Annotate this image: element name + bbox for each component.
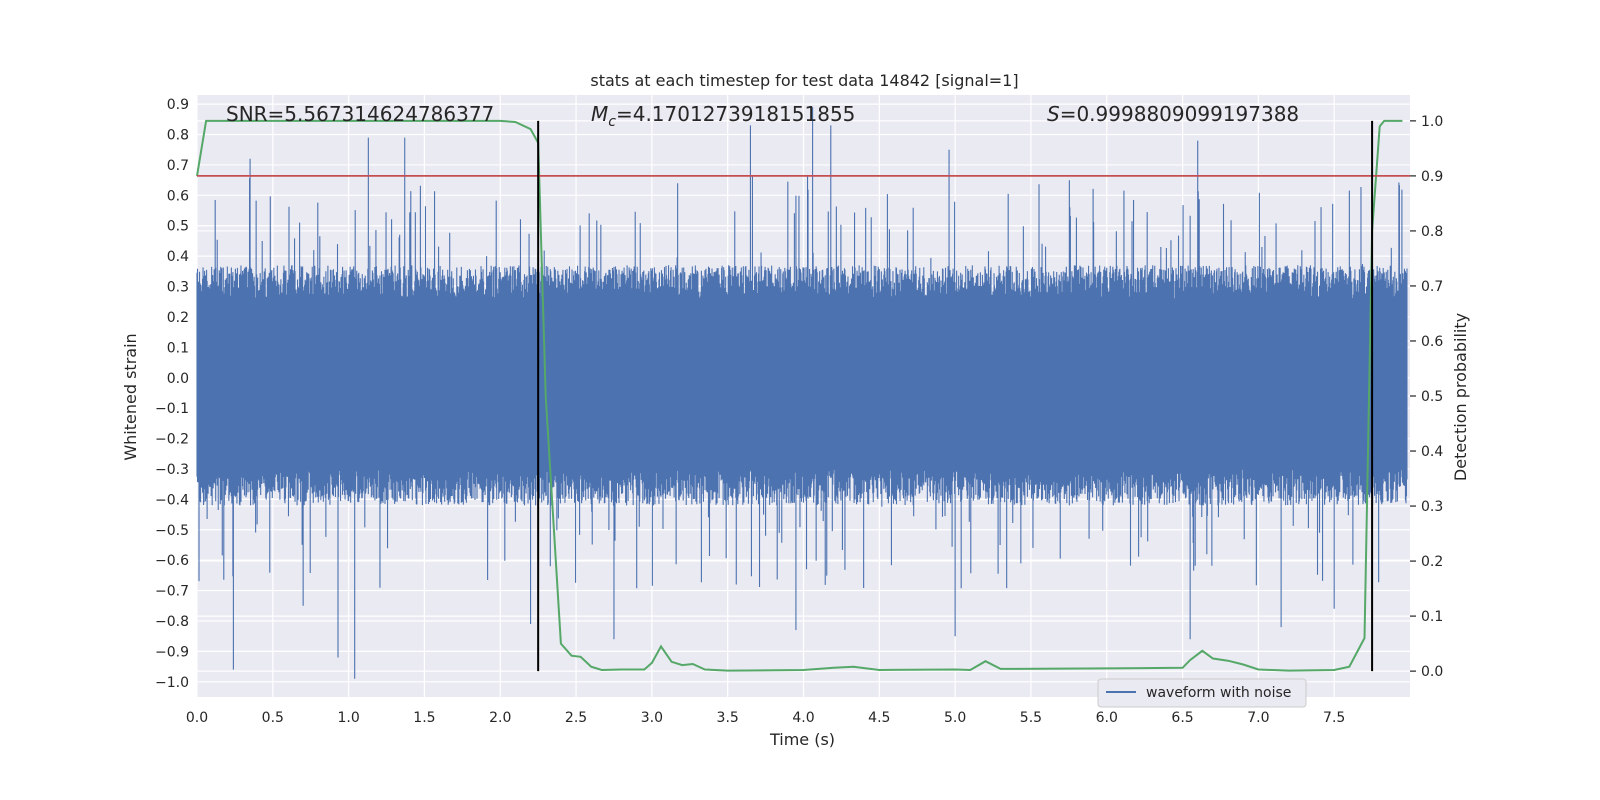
overlay-series [196,119,1410,672]
y-tick-label: 0.4 [167,249,189,265]
s-symbol: S [1047,102,1060,126]
x-tick-label: 6.0 [1096,710,1118,726]
y-tick-label: −0.2 [155,432,189,448]
y-tick-label: −0.3 [155,462,189,478]
mc-value: =4.1701273918151855 [616,102,855,126]
y-tick-label: 0.7 [167,158,189,174]
x-tick-label: 2.0 [489,710,511,726]
legend: waveform with noise [1097,678,1307,708]
chart-title: stats at each timestep for test data 148… [590,71,1018,90]
y-tick-label: 0.8 [167,128,189,144]
y2-tick-label: 0.8 [1421,224,1443,240]
y2-tick-label: 0.5 [1421,389,1443,405]
s-value: =0.9998809099197388 [1060,102,1299,126]
x-axis: 0.0 0.5 1.0 1.5 2.0 2.5 3.0 3.5 4.0 4.5 5.0 5.5 6.0 6… [186,710,1345,726]
x-tick-label: 5.0 [944,710,966,726]
mc-subscript: c [608,114,616,130]
x-tick-label: 3.0 [641,710,663,726]
y-tick-label: 0.0 [167,371,189,387]
s-annotation: S=0.9998809099197388 [1047,102,1299,126]
mc-annotation: Mc=4.1701273918151855 [591,102,855,130]
x-tick-label: 2.5 [565,710,587,726]
x-tick-label: 4.0 [792,710,814,726]
y-tick-label: −0.1 [155,401,189,417]
x-tick-label: 6.5 [1171,710,1193,726]
x-tick-label: 4.5 [868,710,890,726]
x-tick-label: 7.5 [1323,710,1345,726]
y2-tick-label: 0.2 [1421,554,1443,570]
y-tick-label: −1.0 [155,675,189,691]
y2-axis-label: Detection probability [1451,313,1470,481]
y-tick-label: 0.9 [167,97,189,113]
x-tick-label: 0.0 [186,710,208,726]
y-tick-label: −0.9 [155,644,189,660]
x-tick-label: 1.0 [337,710,359,726]
x-tick-label: 7.0 [1247,710,1269,726]
snr-annotation: SNR=5.567314624786377 [226,102,494,126]
y-tick-label: 0.6 [167,188,189,204]
y2-tick-label: 0.0 [1421,664,1443,680]
legend-label-waveform: waveform with noise [1146,685,1291,701]
y-tick-label: −0.5 [155,523,189,539]
y2-tick-label: 0.1 [1421,609,1443,625]
y2-tick-label: 0.9 [1421,169,1443,185]
waveform-with-noise-line [196,107,1408,679]
legend-box [1097,678,1307,708]
y2-tick-label: 0.6 [1421,334,1443,350]
mc-symbol: M [591,102,608,126]
y-tick-label: −0.7 [155,584,189,600]
y-tick-label: 0.2 [167,310,189,326]
x-tick-label: 0.5 [262,710,284,726]
right-axis: 0.0 0.1 0.2 0.3 0.4 0.5 0.6 0.7 0.8 0.9 1.0 [1410,114,1443,680]
y2-tick-label: 0.3 [1421,499,1443,515]
y-tick-label: −0.4 [155,492,189,508]
y-tick-label: 0.5 [167,219,189,235]
left-axis: −1.0 −0.9 −0.8 −0.7 −0.6 −0.5 −0.4 −0.3 −0.2 −0.1… [155,97,189,691]
y-tick-label: 0.1 [167,340,189,356]
y-axis-label: Whitened strain [121,333,140,460]
noise-series [196,107,1408,679]
y2-tick-label: 1.0 [1421,114,1443,130]
x-axis-label: Time (s) [769,730,835,749]
y-tick-label: −0.6 [155,553,189,569]
y-tick-label: 0.3 [167,280,189,296]
y-tick-label: −0.8 [155,614,189,630]
x-tick-label: 1.5 [413,710,435,726]
detection-probability-line [196,119,1403,672]
x-tick-label: 5.5 [1020,710,1042,726]
y2-tick-label: 0.7 [1421,279,1443,295]
x-tick-label: 3.5 [717,710,739,726]
y2-tick-label: 0.4 [1421,444,1443,460]
